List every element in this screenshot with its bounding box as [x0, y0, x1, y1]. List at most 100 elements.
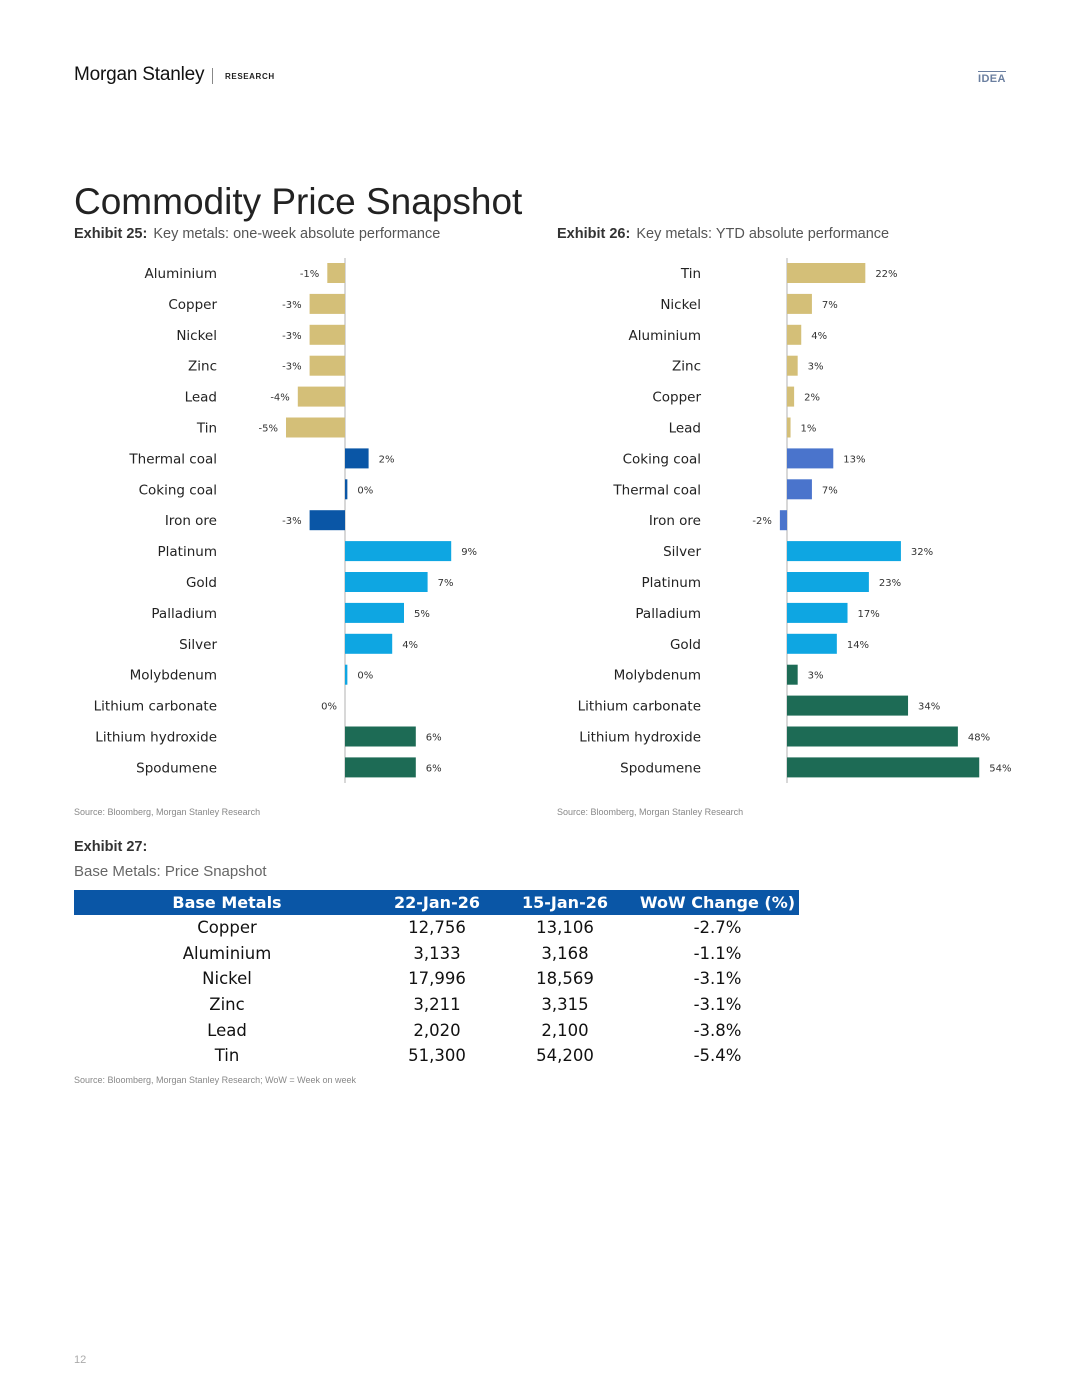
wk-category-label-zinc: Zinc: [188, 359, 217, 375]
ytd-bar-tin: [787, 263, 866, 283]
wk-bar-spodumene: [345, 757, 416, 778]
wk-value-label-gold: 7%: [438, 578, 454, 589]
wk-value-label-platinum: 9%: [461, 547, 477, 558]
wk-category-label-spodumene: Spodumene: [136, 760, 217, 776]
ytd-bar-aluminium: [787, 324, 802, 345]
exhibit-26-caption: Key metals: YTD absolute performance: [636, 226, 890, 242]
wow-change: -3.8%: [693, 1020, 742, 1040]
wk-bar-copper: [309, 293, 345, 314]
ytd-category-label-iron-ore: Iron ore: [649, 513, 701, 529]
wow-change: -1.1%: [693, 943, 742, 963]
exhibit-27-label: Exhibit 27:: [74, 839, 148, 855]
wk-value-label-copper: -3%: [282, 300, 301, 311]
wk-bar-coking-coal: [345, 479, 348, 500]
price-15-jan: 13,106: [536, 918, 594, 938]
wk-bar-aluminium: [327, 263, 345, 283]
wk-bar-thermal-coal: [345, 448, 369, 469]
idea-tag: IDEA: [978, 71, 1006, 85]
ytd-category-label-aluminium: Aluminium: [629, 328, 701, 344]
wk-category-label-gold: Gold: [186, 575, 217, 591]
metal-name: Nickel: [202, 969, 252, 989]
ytd-value-label-lithium-carbonate: 34%: [918, 702, 940, 713]
ytd-value-label-silver: 32%: [911, 547, 933, 558]
exhibit-27-subtitle: Base Metals: Price Snapshot: [74, 863, 267, 880]
ytd-bar-nickel: [787, 293, 812, 314]
weekly-performance-chart: Aluminium -1% Copper -3% Nickel -3% Zinc -3% Lea…: [94, 258, 477, 783]
ytd-bar-lead: [787, 417, 791, 438]
price-15-jan: 3,315: [541, 995, 589, 1015]
ytd-value-label-palladium: 17%: [858, 609, 880, 620]
wk-bar-iron-ore: [309, 510, 345, 531]
ytd-category-label-platinum: Platinum: [642, 575, 701, 591]
wk-value-label-iron-ore: -3%: [282, 516, 301, 527]
wk-value-label-palladium: 5%: [414, 609, 430, 620]
table-row: Tin 51,300 54,200 -5.4%: [74, 1043, 799, 1069]
ytd-value-label-gold: 14%: [847, 640, 869, 651]
metal-name: Zinc: [209, 995, 245, 1015]
ytd-category-label-tin: Tin: [680, 266, 701, 282]
wk-category-label-thermal-coal: Thermal coal: [128, 451, 217, 467]
ytd-bar-spodumene: [787, 757, 980, 778]
wk-value-label-lithium-hydroxide: 6%: [426, 733, 442, 744]
ytd-category-label-spodumene: Spodumene: [620, 760, 701, 776]
ytd-value-label-coking-coal: 13%: [843, 454, 865, 465]
wk-value-label-lithium-carbonate: 0%: [321, 702, 337, 713]
ytd-value-label-aluminium: 4%: [811, 331, 827, 342]
wk-bar-lithium-hydroxide: [345, 726, 416, 747]
wk-bar-silver: [345, 633, 393, 654]
ytd-value-label-iron-ore: -2%: [752, 516, 771, 527]
ytd-value-label-lead: 1%: [801, 424, 817, 435]
ytd-value-label-spodumene: 54%: [989, 763, 1011, 774]
table-row: Zinc 3,211 3,315 -3.1%: [74, 992, 799, 1018]
ytd-bar-lithium-carbonate: [787, 695, 909, 716]
wk-bar-tin: [286, 417, 345, 438]
ytd-category-label-copper: Copper: [652, 390, 701, 406]
metal-name: Lead: [207, 1020, 247, 1040]
ytd-category-label-lithium-hydroxide: Lithium hydroxide: [579, 730, 701, 746]
metal-name: Tin: [214, 1046, 240, 1066]
ytd-category-label-thermal-coal: Thermal coal: [612, 482, 701, 498]
page-title: Commodity Price Snapshot: [74, 180, 523, 222]
wk-category-label-copper: Copper: [168, 297, 217, 313]
table-row: Lead 2,020 2,100 -3.8%: [74, 1017, 799, 1043]
wk-category-label-palladium: Palladium: [151, 606, 217, 622]
price-22-jan: 3,211: [413, 995, 461, 1015]
price-22-jan: 51,300: [408, 1046, 466, 1066]
ytd-bar-gold: [787, 633, 837, 654]
wk-bar-gold: [345, 572, 428, 592]
price-22-jan: 17,996: [408, 969, 466, 989]
ytd-value-label-copper: 2%: [804, 393, 820, 404]
ytd-value-label-tin: 22%: [875, 269, 897, 280]
ytd-bar-molybdenum: [787, 664, 798, 685]
table-row: Aluminium 3,133 3,168 -1.1%: [74, 941, 799, 967]
wk-bar-nickel: [309, 324, 345, 345]
ytd-performance-chart: Tin 22% Nickel 7% Aluminium 4% Zinc 3% Copper 2% L…: [578, 258, 1011, 783]
wk-category-label-aluminium: Aluminium: [145, 266, 217, 282]
exhibit-26-source: Source: Bloomberg, Morgan Stanley Resear…: [557, 807, 744, 817]
ytd-category-label-nickel: Nickel: [660, 297, 701, 313]
ytd-category-label-molybdenum: Molybdenum: [614, 668, 701, 684]
ytd-bar-iron-ore: [779, 510, 787, 531]
ytd-bar-coking-coal: [787, 448, 834, 469]
exhibit-25-label: Exhibit 25:: [74, 226, 148, 242]
ytd-bar-copper: [787, 386, 795, 407]
exhibit-26-label: Exhibit 26:: [557, 226, 631, 242]
wk-value-label-molybdenum: 0%: [357, 671, 373, 682]
header-22-jan: 22-Jan-26: [380, 890, 494, 915]
exhibit-25-title: Exhibit 25: Key metals: one-week absolute…: [74, 226, 440, 242]
exhibit-25-caption: Key metals: one-week absolute performanc…: [153, 226, 441, 242]
ytd-bar-palladium: [787, 602, 848, 623]
exhibit-27-source: Source: Bloomberg, Morgan Stanley Resear…: [74, 1075, 357, 1085]
price-15-jan: 18,569: [536, 969, 594, 989]
metal-name: Copper: [197, 918, 257, 938]
ytd-value-label-molybdenum: 3%: [808, 671, 824, 682]
wk-bar-palladium: [345, 602, 404, 623]
header-wow-change: WoW Change (%): [636, 890, 799, 915]
wk-category-label-coking-coal: Coking coal: [139, 482, 217, 498]
wk-category-label-tin: Tin: [196, 421, 217, 437]
exhibit-26-title: Exhibit 26: Key metals: YTD absolute perf…: [557, 226, 889, 242]
base-metals-table: Base Metals 22-Jan-26 15-Jan-26 WoW Chan…: [74, 890, 799, 1069]
ytd-bar-platinum: [787, 572, 869, 592]
wk-bar-molybdenum: [345, 664, 348, 685]
price-22-jan: 3,133: [413, 943, 461, 963]
